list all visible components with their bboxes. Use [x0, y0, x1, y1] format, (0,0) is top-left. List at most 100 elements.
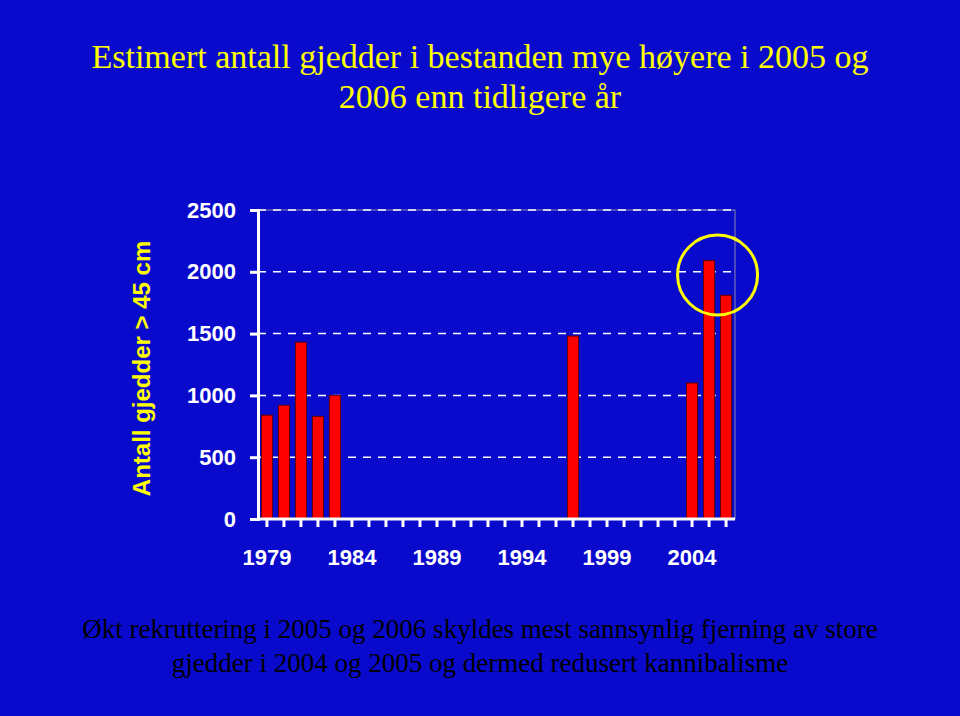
grid-line	[258, 333, 735, 335]
tick: 500	[199, 445, 258, 470]
tick-mark	[435, 519, 438, 527]
grid-line	[258, 271, 735, 273]
tick	[419, 519, 420, 527]
tick-mark	[521, 519, 524, 527]
tick-mark	[250, 209, 258, 212]
bar	[687, 383, 698, 519]
tick-mark	[504, 519, 507, 527]
tick-mark	[469, 519, 472, 527]
grid-line	[258, 209, 735, 211]
tick-mark	[250, 271, 258, 274]
tick: 2000	[187, 259, 258, 284]
tick	[505, 519, 506, 527]
tick-mark	[384, 519, 387, 527]
tick-label: 1984	[327, 545, 377, 570]
bar	[704, 261, 715, 519]
tick-label: 1979	[242, 545, 291, 570]
tick-mark	[452, 519, 455, 527]
tick-label: 1989	[413, 545, 462, 570]
tick	[300, 519, 301, 527]
tick: 1999	[583, 519, 632, 570]
tick-mark	[691, 519, 694, 527]
tick: 1979	[242, 519, 291, 570]
y-axis: 0 500 1000 1500 2000 2500	[187, 198, 258, 532]
tick: 1994	[498, 519, 548, 570]
tick-mark	[623, 519, 626, 527]
tick	[317, 519, 318, 527]
tick-mark	[418, 519, 421, 527]
tick-mark	[640, 519, 643, 527]
background	[0, 0, 960, 716]
bar	[329, 395, 340, 519]
axis-line	[250, 211, 259, 520]
tick-mark	[299, 519, 302, 527]
tick	[641, 519, 642, 527]
tick-label: 2500	[187, 198, 236, 223]
tick-mark	[725, 519, 728, 527]
tick-mark	[265, 519, 268, 527]
tick: 1989	[413, 519, 462, 570]
bar	[295, 342, 306, 519]
tick	[658, 519, 659, 527]
tick	[539, 519, 540, 527]
tick	[368, 519, 369, 527]
plot-frame	[258, 210, 735, 519]
tick-mark	[282, 519, 285, 527]
tick	[402, 519, 403, 527]
bar	[312, 416, 323, 519]
tick	[726, 519, 727, 527]
tick	[283, 519, 284, 527]
tick	[470, 519, 471, 527]
tick-mark	[316, 519, 319, 527]
tick-mark	[250, 518, 258, 521]
axis-line	[258, 518, 735, 521]
tick	[590, 519, 591, 527]
tick: 1000	[187, 383, 258, 408]
tick-mark	[538, 519, 541, 527]
tick-mark	[555, 519, 558, 527]
bar	[278, 405, 289, 519]
tick	[453, 519, 454, 527]
grid-line	[258, 518, 735, 520]
tick	[385, 519, 386, 527]
x-axis: 1979 1984 1989 1994 1999 2004	[242, 519, 735, 570]
grid	[258, 210, 735, 519]
tick-mark	[333, 519, 336, 527]
tick-mark	[674, 519, 677, 527]
tick-mark	[708, 519, 711, 527]
tick	[334, 519, 335, 527]
tick: 1500	[187, 321, 258, 346]
tick-mark	[367, 519, 370, 527]
bar	[567, 336, 578, 519]
y-axis-title: Antall gjedder > 45 cm	[128, 241, 155, 496]
annotation: Økt rekruttering i 2005 og 2006 skyldes …	[82, 614, 878, 678]
bars	[261, 261, 731, 519]
tick-label: 1994	[498, 545, 548, 570]
tick-label: 1500	[187, 321, 236, 346]
highlight-circle	[678, 235, 758, 315]
tick	[573, 519, 574, 527]
tick-label: 0	[224, 507, 236, 532]
bar	[721, 295, 732, 519]
tick-mark	[486, 519, 489, 527]
tick	[487, 519, 488, 527]
tick-label: 1000	[187, 383, 236, 408]
tick	[624, 519, 625, 527]
tick: 2004	[668, 519, 718, 570]
tick-label: 2004	[668, 545, 718, 570]
tick-mark	[572, 519, 575, 527]
chart: Estimert antall gjedder i bestanden mye …	[0, 0, 960, 716]
tick	[709, 519, 710, 527]
tick: 1984	[327, 519, 377, 570]
title: Estimert antall gjedder i bestanden mye …	[91, 38, 868, 115]
tick: 0	[224, 507, 258, 532]
tick-mark	[401, 519, 404, 527]
tick: 2500	[187, 198, 258, 223]
tick	[556, 519, 557, 527]
tick-mark	[250, 394, 258, 397]
tick-label: 500	[199, 445, 236, 470]
tick	[675, 519, 676, 527]
tick-mark	[250, 333, 258, 336]
tick-label: 1999	[583, 545, 632, 570]
tick-mark	[606, 519, 609, 527]
